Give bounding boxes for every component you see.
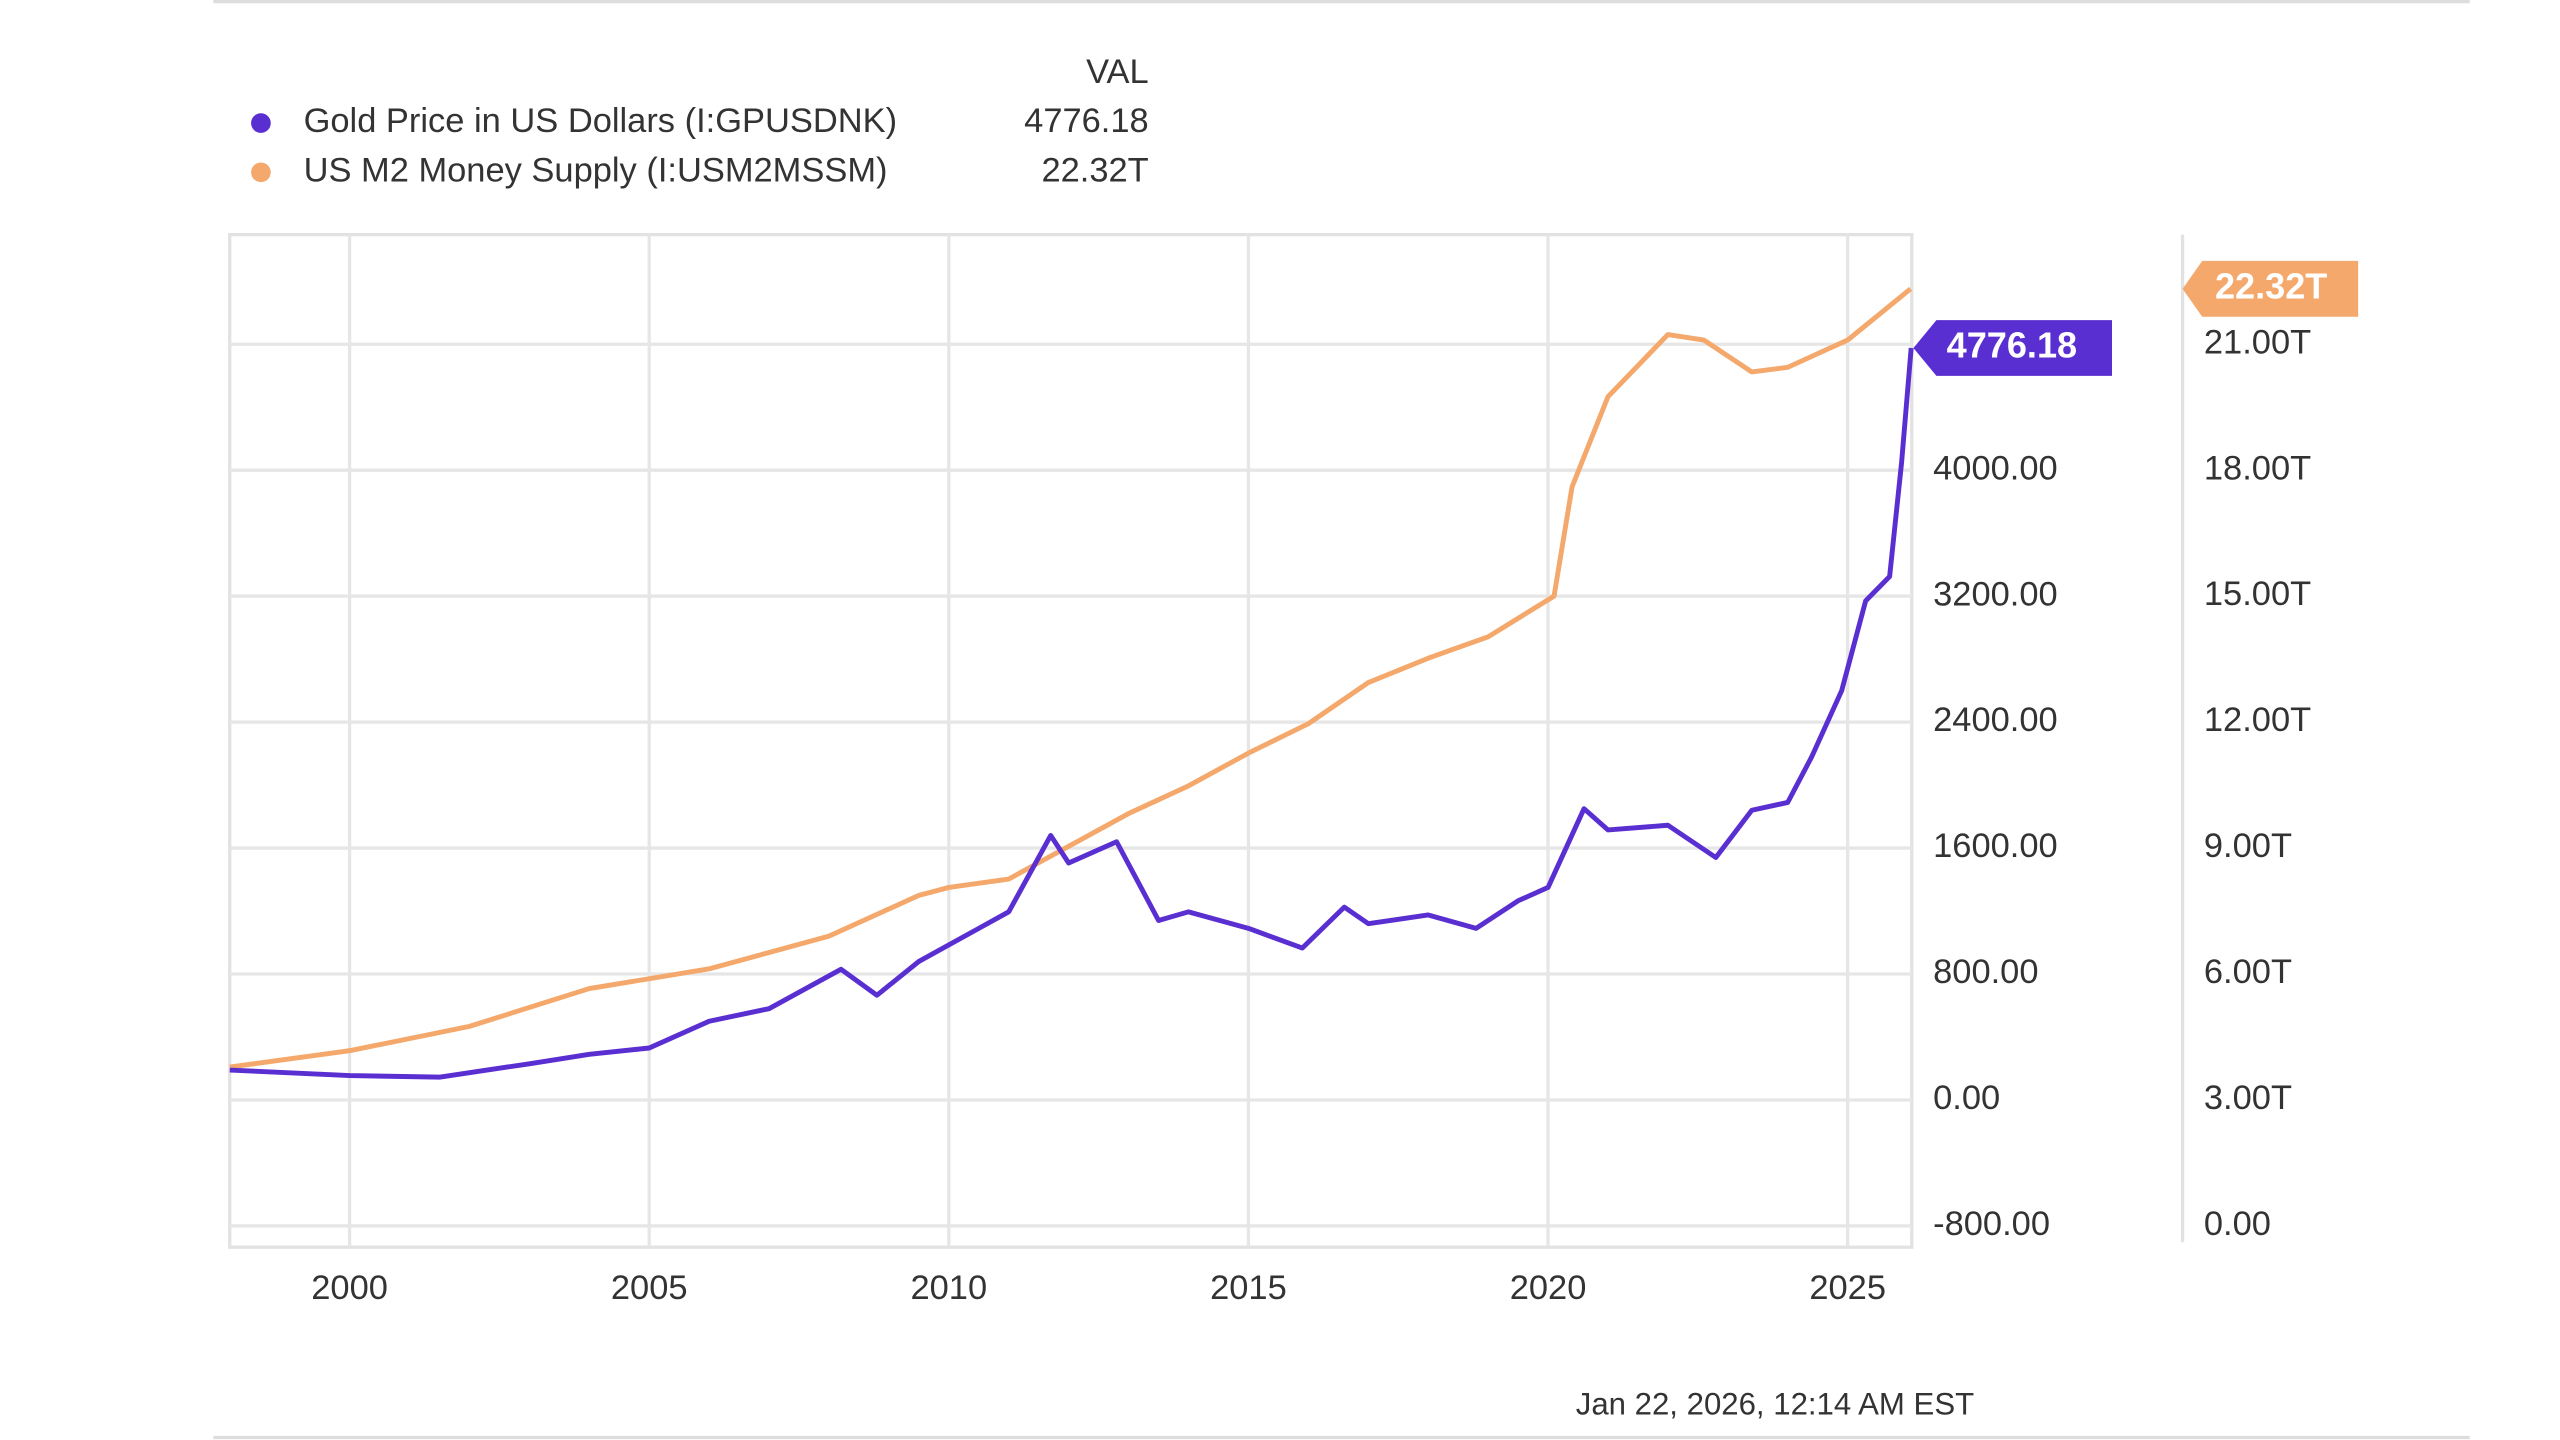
legend-value: 22.32T <box>1041 151 1148 189</box>
legend-marker <box>251 113 271 133</box>
y-tick-label: -800.00 <box>1933 1205 2050 1243</box>
y2-tick-label: 9.00T <box>2204 827 2292 865</box>
y2-tick-label: 6.00T <box>2204 953 2292 991</box>
legend-value: 4776.18 <box>1024 102 1149 140</box>
timestamp: Jan 22, 2026, 12:14 AM EST <box>1576 1387 1974 1422</box>
series-line <box>229 286 1913 1070</box>
y2-tick-label: 12.00T <box>2204 701 2311 739</box>
y2-tick-label: 3.00T <box>2204 1079 2292 1117</box>
x-tick-label: 2005 <box>611 1269 688 1307</box>
x-tick-label: 2015 <box>1210 1269 1287 1307</box>
x-tick-label: 2000 <box>311 1269 388 1307</box>
current-tag <box>1913 320 2112 376</box>
y-tick-label: 0.00 <box>1933 1079 2000 1117</box>
grid <box>229 234 1912 1248</box>
y-tick-label: 3200.00 <box>1933 575 2058 613</box>
y-tick-label: 4000.00 <box>1933 449 2058 487</box>
legend-label: US M2 Money Supply (I:USM2MSSM) <box>304 151 888 189</box>
current-tag <box>2182 260 2359 317</box>
x-tick-label: 2010 <box>910 1269 987 1307</box>
current-tag-label: 22.32T <box>2215 265 2327 306</box>
legend-marker <box>251 162 271 183</box>
y2-tick-label: 15.00T <box>2204 575 2311 613</box>
y-tick-label: 2400.00 <box>1933 701 2058 739</box>
x-tick-label: 2025 <box>1809 1269 1886 1307</box>
plot-frame <box>228 233 1914 1249</box>
y-tick-label: 800.00 <box>1933 953 2038 991</box>
legend-label: Gold Price in US Dollars (I:GPUSDNK) <box>304 102 898 140</box>
y2-tick-label: 0.00 <box>2204 1205 2271 1243</box>
current-tag-label: 4776.18 <box>1947 325 2077 366</box>
y2-tick-label: 18.00T <box>2204 449 2311 487</box>
y2-tick-label: 21.00T <box>2204 323 2311 361</box>
y-tick-label: 1600.00 <box>1933 827 2058 865</box>
legend-header: VAL <box>1086 53 1149 91</box>
series-line <box>229 347 1914 1080</box>
x-tick-label: 2020 <box>1510 1269 1587 1307</box>
